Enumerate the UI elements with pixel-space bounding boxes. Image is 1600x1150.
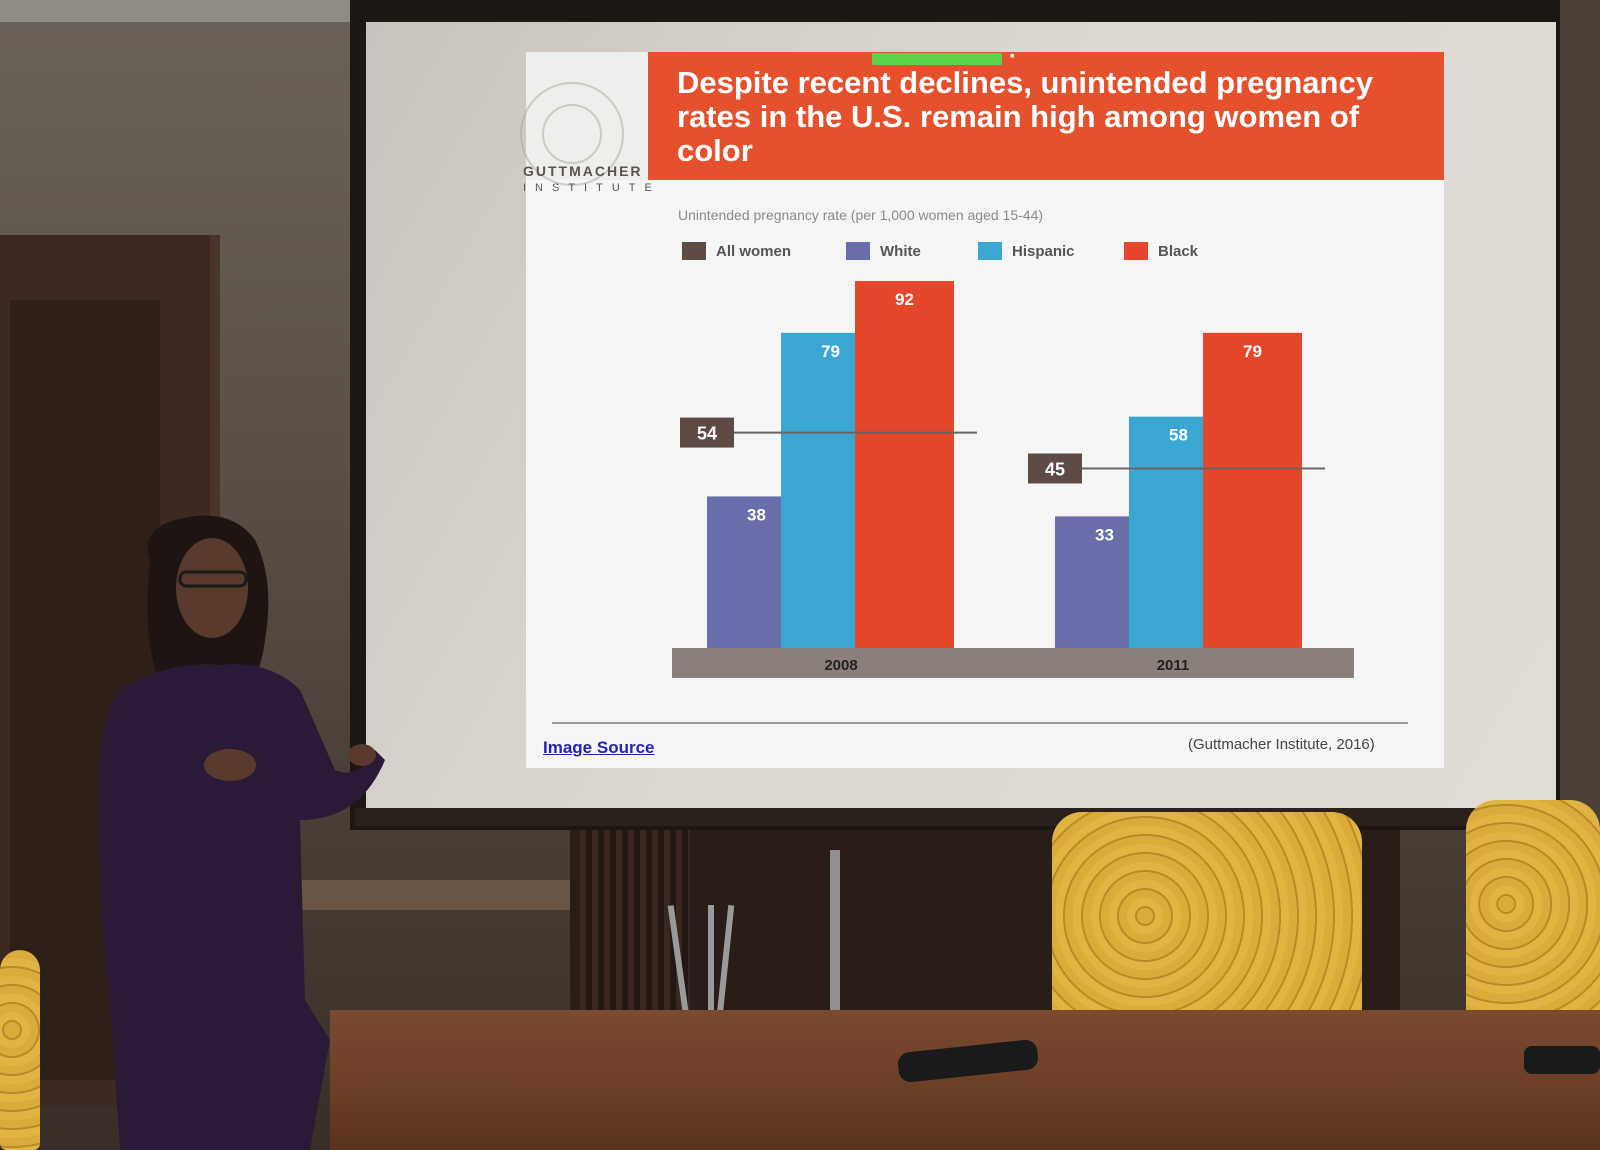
reference-label-box bbox=[680, 417, 734, 448]
logo-name: GUTTMACHER bbox=[523, 163, 643, 179]
title-band bbox=[648, 52, 1444, 180]
bar bbox=[855, 281, 954, 648]
legend-swatch bbox=[978, 242, 1002, 260]
reference-label-box bbox=[1028, 453, 1082, 484]
legend-label: All women bbox=[716, 242, 792, 260]
bar-value-label: 92 bbox=[895, 290, 914, 309]
stand bbox=[830, 850, 840, 1030]
chair bbox=[0, 950, 40, 1150]
stop-share-button[interactable]: ■ bbox=[1010, 53, 1015, 60]
legend-swatch bbox=[846, 242, 870, 260]
wall-trim bbox=[300, 880, 600, 910]
legend-label: Hispanic bbox=[1012, 242, 1075, 260]
device bbox=[1524, 1046, 1600, 1074]
legend-item-white: White bbox=[846, 240, 921, 262]
legend-item-hispanic: Hispanic bbox=[978, 240, 1075, 262]
bar-value-label: 33 bbox=[1095, 525, 1114, 544]
category-label: 2008 bbox=[824, 657, 857, 674]
rod bbox=[708, 905, 714, 1025]
chart-subtitle: Unintended pregnancy rate (per 1,000 wom… bbox=[678, 207, 1044, 223]
category-label: 2011 bbox=[1157, 657, 1190, 674]
reference-value-label: 54 bbox=[697, 424, 717, 444]
legend-item-black: Black bbox=[1124, 240, 1198, 262]
legend-label: White bbox=[880, 242, 921, 260]
screen-share-bar[interactable] bbox=[872, 53, 1002, 65]
category-axis-band bbox=[672, 648, 1354, 678]
logo-ring bbox=[520, 82, 624, 186]
legend-swatch bbox=[1124, 242, 1148, 260]
bar-value-label: 79 bbox=[821, 342, 840, 361]
footer-divider bbox=[552, 722, 1408, 724]
slide-title: Despite recent declines, unintended preg… bbox=[677, 65, 1373, 168]
image-source-link[interactable]: Image Source bbox=[543, 738, 655, 757]
guttmacher-logo bbox=[520, 52, 650, 202]
logo-ring bbox=[542, 104, 602, 164]
bar-value-label: 38 bbox=[747, 505, 766, 524]
bar bbox=[1203, 332, 1302, 648]
legend-swatch bbox=[682, 242, 706, 260]
citation: (Guttmacher Institute, 2016) bbox=[1188, 736, 1375, 753]
reference-value-label: 45 bbox=[1045, 459, 1065, 479]
legend-label: Black bbox=[1158, 242, 1199, 260]
bar-value-label: 79 bbox=[1243, 342, 1262, 361]
logo-subtitle: INSTITUTE bbox=[523, 182, 661, 194]
conference-table bbox=[330, 1010, 1600, 1150]
legend-item-all-women: All women bbox=[682, 240, 791, 262]
bar-value-label: 58 bbox=[1169, 426, 1188, 445]
